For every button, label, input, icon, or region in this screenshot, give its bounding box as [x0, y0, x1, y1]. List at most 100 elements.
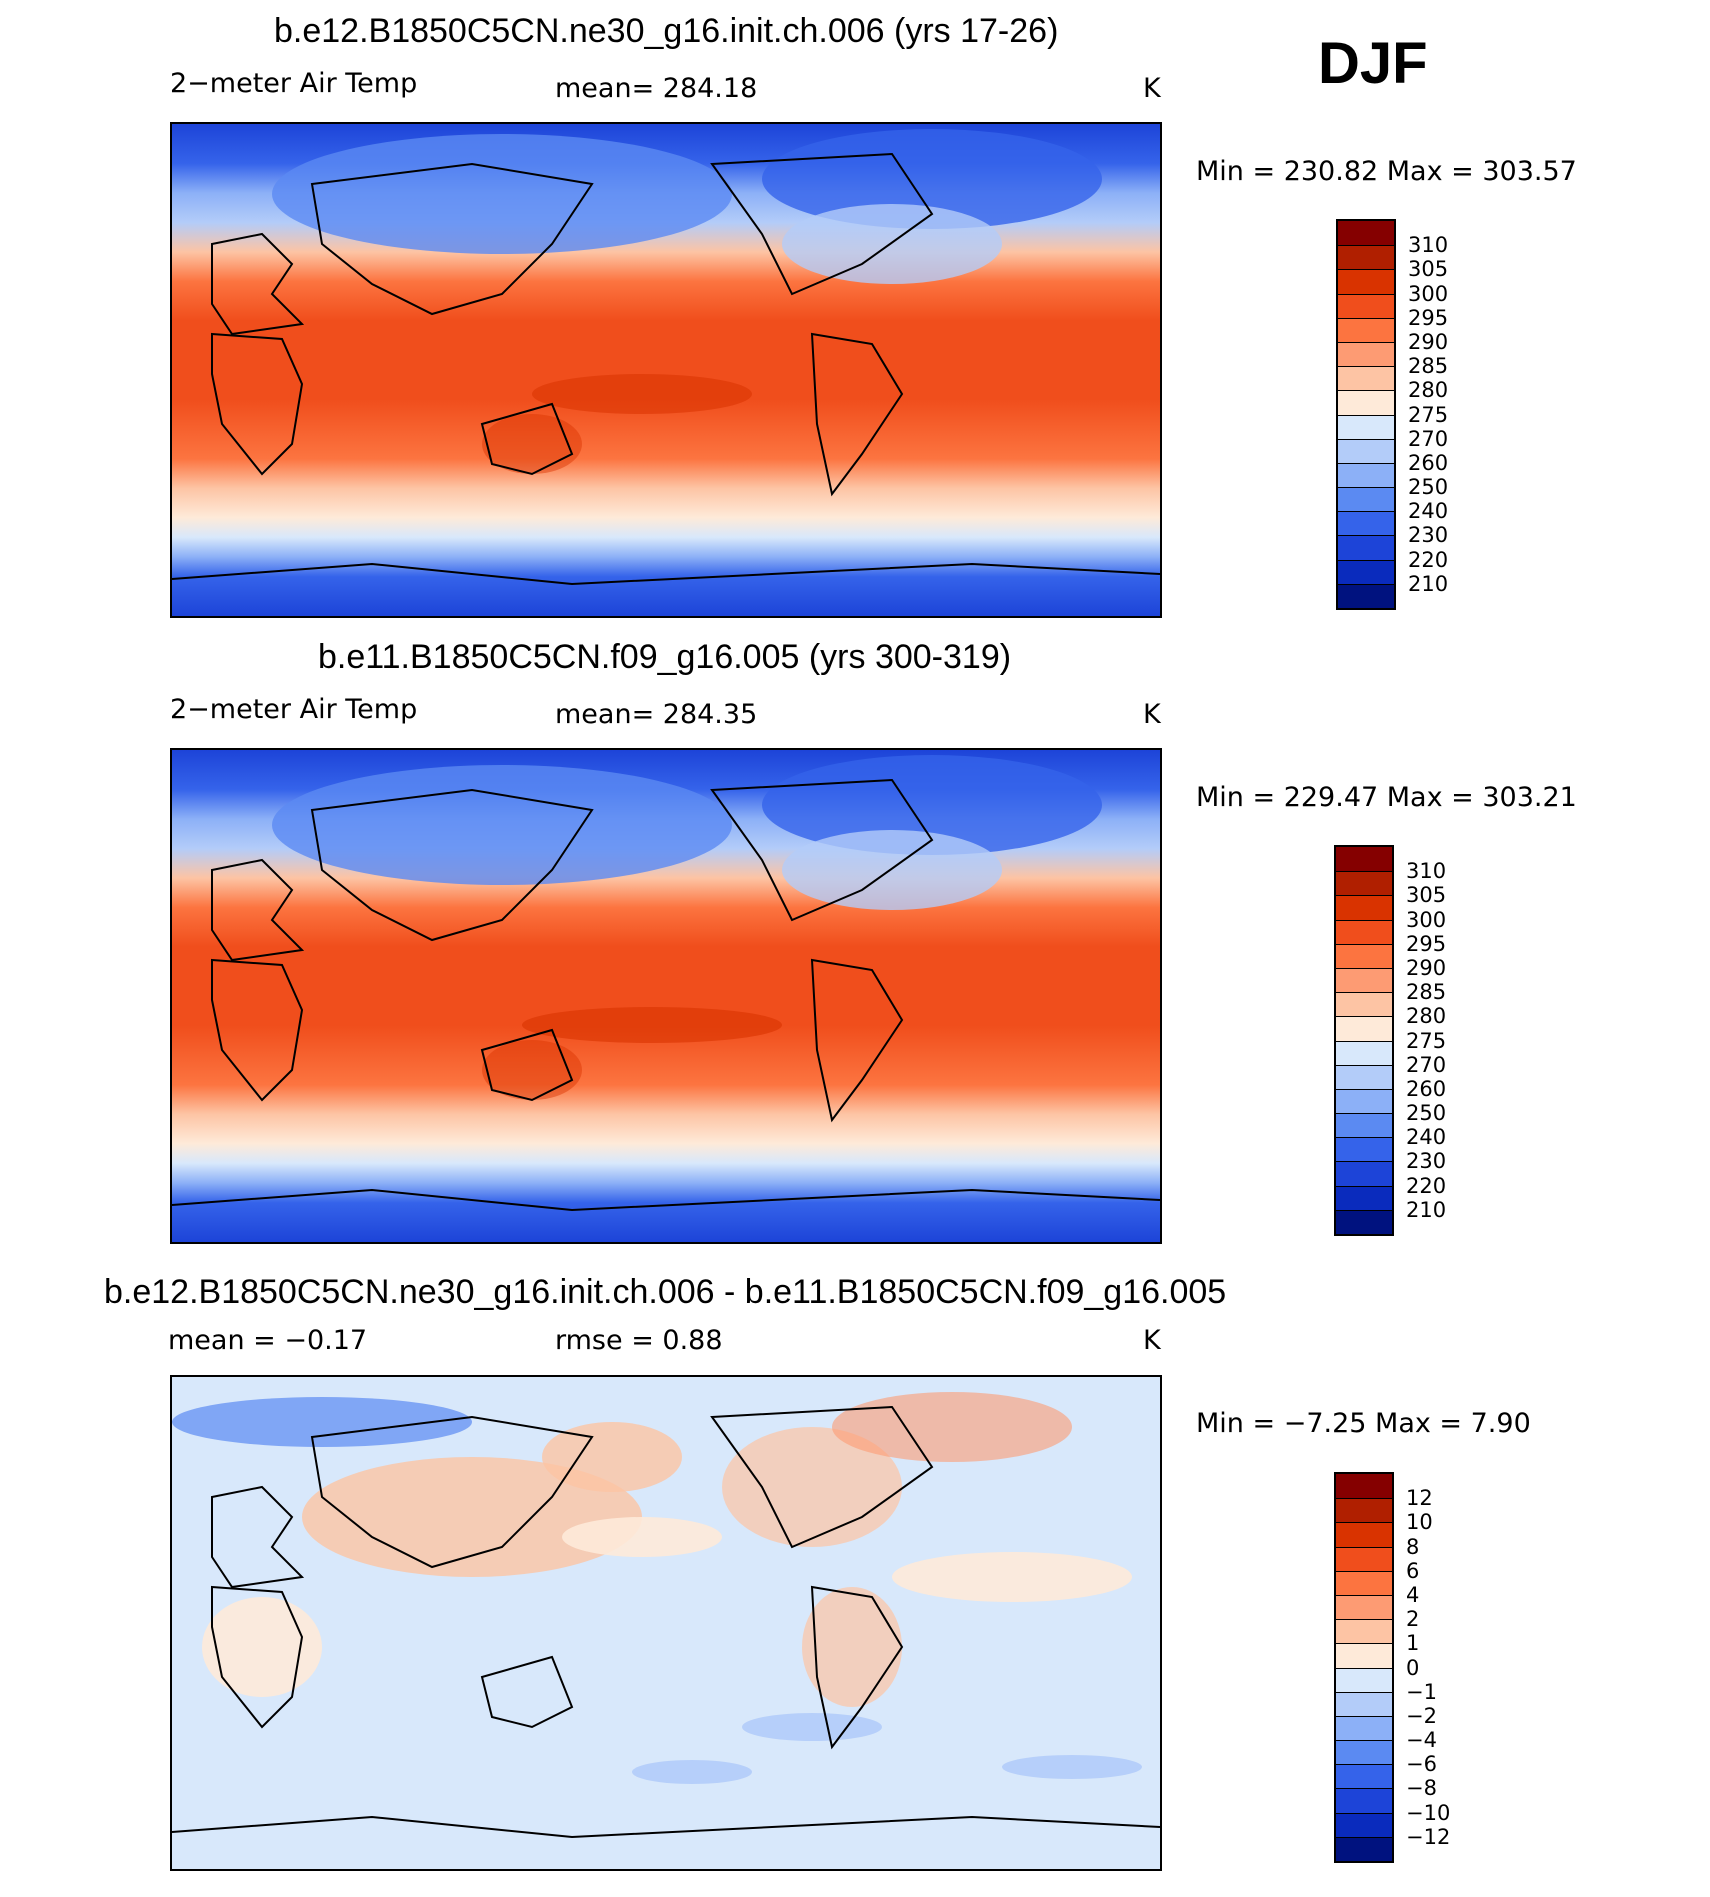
panel2-minmax: Min = 229.47 Max = 303.21 [1196, 782, 1577, 813]
south-america-outline [810, 332, 904, 497]
panel3-colorbar [1334, 1472, 1394, 1863]
colorbar-tick-label: 305 [1406, 883, 1447, 908]
colorbar-segment [1338, 293, 1394, 318]
colorbar-tick-label: 12 [1406, 1486, 1433, 1511]
panel2-unit-label: K [1143, 699, 1161, 730]
asia-outline [310, 162, 594, 316]
colorbar-segment [1336, 1667, 1392, 1692]
colorbar-segment [1336, 1474, 1392, 1499]
colorbar-segment [1338, 487, 1394, 512]
colorbar-segment [1338, 390, 1394, 415]
colorbar-tick-label: 295 [1408, 305, 1449, 330]
panel1-mean-label: mean= 284.18 [555, 73, 758, 104]
colorbar-segment [1338, 462, 1394, 488]
colorbar-segment [1336, 895, 1392, 920]
colorbar-tick-label: 240 [1408, 499, 1449, 524]
panel2-title: b.e11.B1850C5CN.f09_g16.005 (yrs 300-319… [318, 638, 1012, 676]
colorbar-tick-label: 8 [1406, 1534, 1420, 1559]
south-america-outline [810, 958, 904, 1123]
north-america-outline [710, 1405, 934, 1549]
colorbar-tick-label: 240 [1406, 1125, 1447, 1150]
colorbar-segment [1336, 1643, 1392, 1668]
panel3-unit-label: K [1143, 1325, 1161, 1356]
colorbar-segment [1338, 414, 1394, 439]
australia-outline [480, 1028, 574, 1102]
colorbar-segment [1336, 1788, 1392, 1813]
colorbar-segment [1336, 1740, 1392, 1765]
colorbar-segment [1338, 245, 1394, 270]
colorbar-tick-label: 290 [1406, 955, 1447, 980]
australia-outline [480, 402, 574, 476]
colorbar-tick-label: 220 [1406, 1173, 1447, 1198]
colorbar-tick-label: 300 [1406, 907, 1447, 932]
south-america-outline [810, 1585, 904, 1750]
colorbar-segment [1336, 847, 1392, 872]
asia-outline [310, 788, 594, 942]
colorbar-tick-label: 305 [1408, 257, 1449, 282]
panel3-map [170, 1375, 1162, 1871]
panel3-minmax: Min = −7.25 Max = 7.90 [1196, 1408, 1531, 1439]
africa-outline [211, 332, 304, 476]
colorbar-tick-label: 220 [1408, 547, 1449, 572]
colorbar-tick-label: 260 [1408, 450, 1449, 475]
panel3-mean-label: mean = −0.17 [168, 1325, 368, 1356]
colorbar-segment [1336, 1064, 1392, 1089]
colorbar-segment [1336, 967, 1392, 993]
africa-outline [211, 1585, 304, 1729]
colorbar-segment [1336, 1185, 1392, 1210]
colorbar-tick-label: 300 [1408, 281, 1449, 306]
colorbar-segment [1336, 1836, 1392, 1861]
colorbar-tick-label: 260 [1406, 1076, 1447, 1101]
europe-outline [211, 232, 305, 336]
season-label: DJF [1318, 31, 1428, 96]
colorbar-segment [1338, 341, 1394, 367]
colorbar-segment [1336, 1522, 1392, 1547]
north-america-outline [710, 778, 934, 922]
colorbar-segment [1336, 1764, 1392, 1789]
colorbar-segment [1336, 871, 1392, 896]
antarctica-outline [172, 562, 1160, 586]
colorbar-segment [1338, 221, 1394, 246]
panel1-minmax: Min = 230.82 Max = 303.57 [1196, 156, 1577, 187]
colorbar-segment [1336, 1691, 1392, 1716]
colorbar-segment [1338, 366, 1394, 391]
panel1-unit-label: K [1143, 73, 1161, 104]
panel3-contour-field [172, 1377, 1160, 1869]
colorbar-segment [1336, 1546, 1392, 1571]
north-america-outline [710, 152, 934, 296]
panel1-variable-label: 2−meter Air Temp [170, 68, 418, 99]
colorbar-tick-label: −10 [1406, 1800, 1451, 1825]
antarctica-outline [172, 1188, 1160, 1212]
colorbar-tick-label: −8 [1406, 1776, 1437, 1801]
colorbar-tick-label: 275 [1406, 1028, 1447, 1053]
panel2-mean-label: mean= 284.35 [555, 699, 758, 730]
colorbar-tick-label: 280 [1408, 378, 1449, 403]
colorbar-segment [1338, 269, 1394, 294]
colorbar-tick-label: 2 [1406, 1607, 1420, 1632]
panel1-title: b.e12.B1850C5CN.ne30_g16.init.ch.006 (yr… [274, 12, 1059, 50]
colorbar-tick-label: 250 [1408, 475, 1449, 500]
colorbar-tick-label: 6 [1406, 1558, 1420, 1583]
colorbar-tick-label: 285 [1408, 354, 1449, 379]
colorbar-segment [1338, 511, 1394, 536]
colorbar-segment [1336, 943, 1392, 968]
colorbar-segment [1336, 1570, 1392, 1595]
colorbar-segment [1336, 992, 1392, 1017]
panel2-map [170, 748, 1162, 1244]
europe-outline [211, 858, 305, 962]
panel1-colorbar [1336, 219, 1396, 610]
colorbar-tick-label: 280 [1406, 1004, 1447, 1029]
colorbar-tick-label: −1 [1406, 1679, 1437, 1704]
colorbar-tick-label: 310 [1406, 859, 1447, 884]
colorbar-tick-label: 210 [1406, 1197, 1447, 1222]
colorbar-segment [1336, 1161, 1392, 1186]
panel3-rmse-label: rmse = 0.88 [555, 1325, 723, 1356]
colorbar-segment [1336, 1040, 1392, 1065]
colorbar-segment [1338, 559, 1394, 584]
colorbar-tick-label: 1 [1406, 1631, 1420, 1656]
colorbar-segment [1336, 1113, 1392, 1138]
colorbar-tick-label: 275 [1408, 402, 1449, 427]
colorbar-segment [1338, 583, 1394, 608]
colorbar-tick-label: 0 [1406, 1655, 1420, 1680]
colorbar-tick-label: 230 [1406, 1149, 1447, 1174]
